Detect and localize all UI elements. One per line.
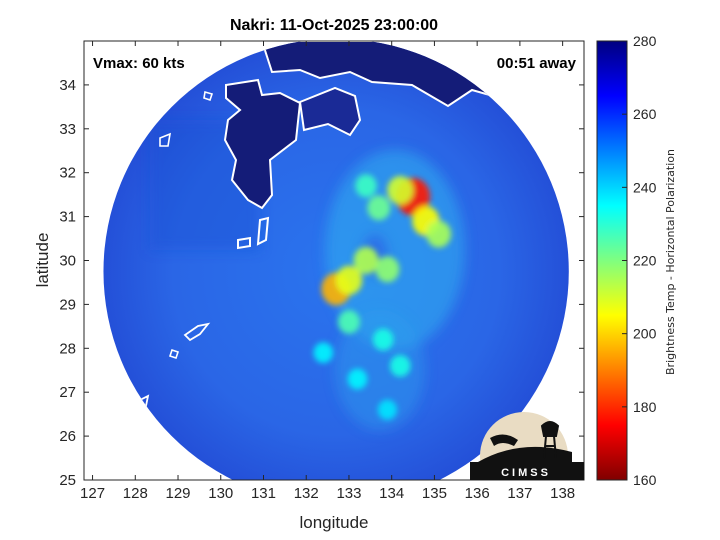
cold-feature-15 bbox=[347, 368, 368, 390]
x-tick-label: 137 bbox=[507, 485, 532, 502]
x-tick-label: 134 bbox=[379, 485, 404, 502]
y-tick-label: 25 bbox=[59, 472, 76, 489]
island-small-2 bbox=[168, 348, 180, 360]
cold-feature-14 bbox=[313, 342, 334, 363]
land-shikoku bbox=[298, 86, 362, 137]
colorbar-tick-label: 280 bbox=[633, 33, 657, 49]
colorbar-tick-label: 240 bbox=[633, 179, 657, 195]
cold-feature-6 bbox=[355, 174, 377, 198]
x-tick-label: 128 bbox=[123, 485, 148, 502]
colorbar-tick-label: 200 bbox=[633, 326, 657, 342]
y-tick-label: 26 bbox=[59, 428, 76, 445]
y-tick-label: 28 bbox=[59, 340, 76, 357]
island-small-1 bbox=[159, 132, 172, 147]
x-tick-label: 132 bbox=[294, 485, 319, 502]
cold-feature-2 bbox=[387, 176, 414, 205]
land-kyushu bbox=[223, 78, 302, 210]
colorbar-ticks: 160 180 200 220 240 260 280 bbox=[622, 33, 657, 488]
x-tick-label: 135 bbox=[422, 485, 447, 502]
y-tick-label: 32 bbox=[59, 165, 76, 182]
cimss-logo: CIMSS bbox=[470, 412, 584, 480]
colorbar-tick-label: 160 bbox=[633, 472, 657, 488]
cold-feature-13 bbox=[389, 354, 411, 377]
swath-layer bbox=[103, 41, 569, 480]
colorbar-tick-label: 220 bbox=[633, 253, 657, 269]
island-tanegashima bbox=[256, 216, 270, 246]
y-tick-label: 31 bbox=[59, 209, 76, 226]
x-tick-label: 130 bbox=[208, 485, 233, 502]
x-tick-label: 136 bbox=[465, 485, 490, 502]
time-away-annotation: 00:51 away bbox=[497, 55, 577, 72]
y-tick-label: 29 bbox=[59, 296, 76, 313]
chart-title: Nakri: 11-Oct-2025 23:00:00 bbox=[230, 17, 438, 34]
colorbar-label: Brightness Temp - Horizontal Polarizatio… bbox=[664, 149, 677, 375]
cold-feature-5 bbox=[367, 195, 391, 221]
y-tick-label: 27 bbox=[59, 384, 76, 401]
cold-feature-10 bbox=[335, 265, 363, 295]
cold-feature-11 bbox=[337, 310, 360, 334]
x-tick-label: 129 bbox=[166, 485, 191, 502]
cold-feature-12 bbox=[372, 328, 394, 351]
y-tick-label: 34 bbox=[59, 77, 76, 94]
cold-feature-8 bbox=[375, 256, 400, 283]
vmax-annotation: Vmax: 60 kts bbox=[93, 55, 185, 72]
cold-features bbox=[313, 174, 452, 420]
x-tick-label: 131 bbox=[251, 485, 276, 502]
x-tick-label: 138 bbox=[550, 485, 575, 502]
y-axis: 25 26 27 28 29 30 31 32 33 34 bbox=[59, 77, 584, 489]
y-tick-label: 33 bbox=[59, 121, 76, 138]
y-tick-label: 30 bbox=[59, 253, 76, 270]
logo-dish-icon bbox=[490, 434, 518, 446]
cloud-band-tail bbox=[335, 310, 425, 430]
cloud-band-outer bbox=[325, 150, 465, 350]
colorbar-tick-label: 180 bbox=[633, 399, 657, 415]
cold-feature-7 bbox=[353, 246, 379, 275]
logo-banner bbox=[470, 462, 584, 480]
x-axis-label: longitude bbox=[299, 513, 368, 532]
cold-feature-16 bbox=[377, 399, 397, 420]
y-axis-label: latitude bbox=[33, 233, 52, 288]
island-small-3 bbox=[203, 90, 214, 102]
x-tick-label: 127 bbox=[80, 485, 105, 502]
logo-text: CIMSS bbox=[501, 467, 551, 479]
x-tick-label: 133 bbox=[336, 485, 361, 502]
island-amami bbox=[183, 322, 211, 342]
logo-tower-icon bbox=[540, 421, 560, 459]
colorbar-tick-label: 260 bbox=[633, 106, 657, 122]
island-yakushima bbox=[237, 236, 251, 250]
x-axis: 127 128 129 130 131 132 133 134 135 136 137 138 bbox=[80, 41, 575, 502]
cold-feature-4 bbox=[426, 220, 452, 248]
